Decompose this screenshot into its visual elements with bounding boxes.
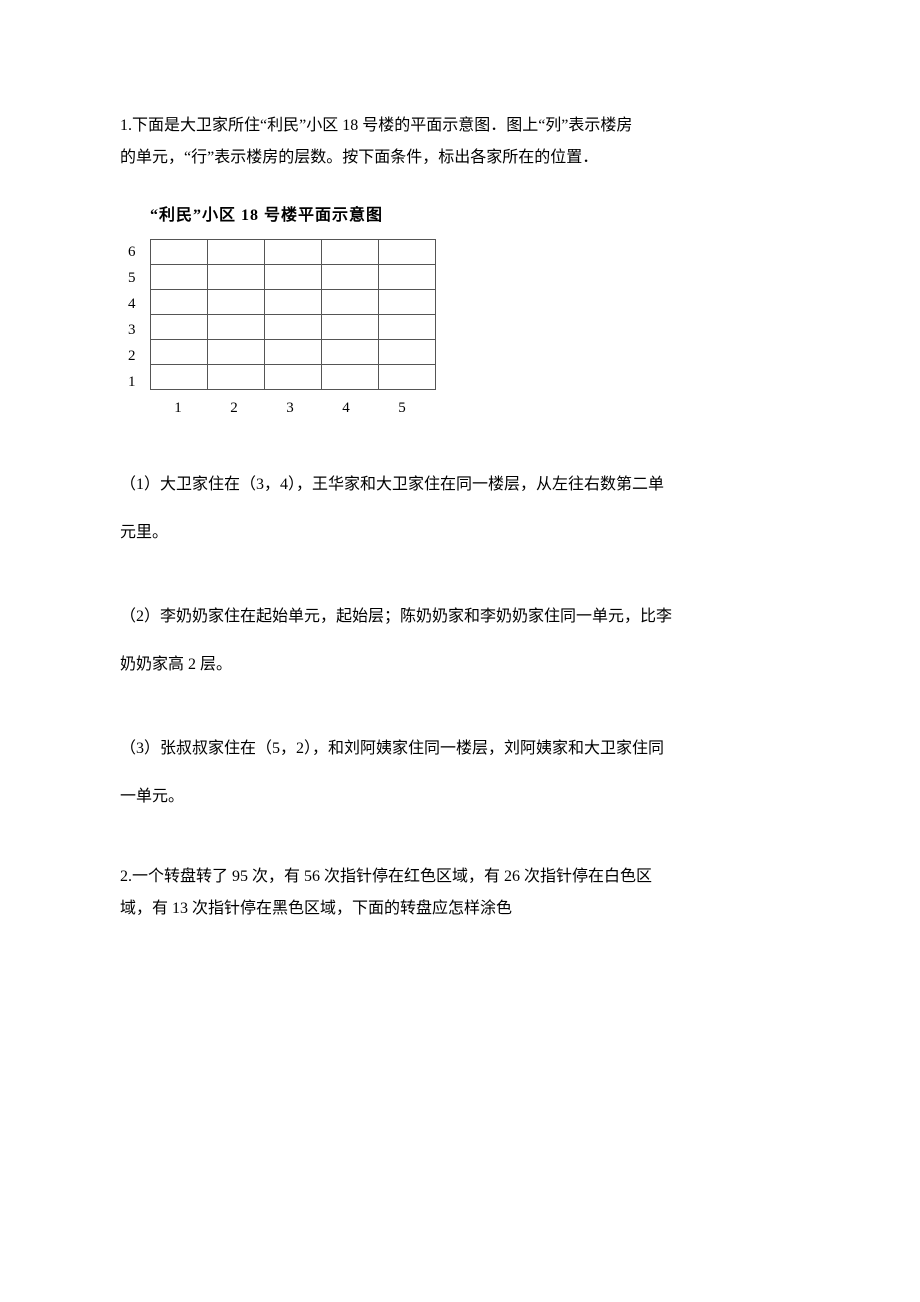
y-label: 1 [128,369,136,395]
q1-sub1-line2: 元里。 [120,524,168,541]
q1-intro-line2: 的单元，“行”表示楼房的层数。按下面条件，标出各家所在的位置． [120,149,598,166]
question-1-sub1: （1）大卫家住在（3，4），王华家和大卫家住在同一楼层，从左往右数第二单 元里。 [120,461,800,557]
y-label: 4 [128,291,136,317]
grid-wrap: 6 5 4 3 2 1 12345 [120,239,800,425]
question-1-intro: 1.下面是大卫家所住“利民”小区 18 号楼的平面示意图．图上“列”表示楼房 的… [120,110,800,174]
q2-line2: 域，有 13 次指针停在黑色区域，下面的转盘应怎样涂色 [120,900,512,917]
x-label: 5 [374,392,430,425]
q1-sub2-line1: （2）李奶奶家住在起始单元，起始层；陈奶奶家和李奶奶家住同一单元，比李 [120,608,672,625]
y-label: 3 [128,317,136,343]
chart-title: “利民”小区 18 号楼平面示意图 [150,198,800,233]
q1-sub2-line2: 奶奶家高 2 层。 [120,656,232,673]
grid-chart: “利民”小区 18 号楼平面示意图 6 5 4 3 2 1 12345 [120,198,800,425]
y-axis-labels: 6 5 4 3 2 1 [128,239,136,395]
q2-line1: 2.一个转盘转了 95 次，有 56 次指针停在红色区域，有 26 次指针停在白… [120,868,652,885]
q1-sub3-line1: （3）张叔叔家住在（5，2），和刘阿姨家住同一楼层，刘阿姨家和大卫家住同 [120,740,664,757]
x-axis-labels: 12345 [150,390,800,425]
y-label: 5 [128,265,136,291]
x-label: 3 [262,392,318,425]
grid-table [150,239,436,390]
x-label: 4 [318,392,374,425]
question-1-sub2: （2）李奶奶家住在起始单元，起始层；陈奶奶家和李奶奶家住同一单元，比李 奶奶家高… [120,593,800,689]
document-page: 1.下面是大卫家所住“利民”小区 18 号楼的平面示意图．图上“列”表示楼房 的… [0,0,920,1302]
y-label: 6 [128,239,136,265]
q1-sub3-line2: 一单元。 [120,788,184,805]
q1-sub1-line1: （1）大卫家住在（3，4），王华家和大卫家住在同一楼层，从左往右数第二单 [120,476,664,493]
question-2: 2.一个转盘转了 95 次，有 56 次指针停在红色区域，有 26 次指针停在白… [120,861,800,925]
x-label: 1 [150,392,206,425]
question-1-sub3: （3）张叔叔家住在（5，2），和刘阿姨家住同一楼层，刘阿姨家和大卫家住同 一单元… [120,725,800,821]
q1-intro-line1: 1.下面是大卫家所住“利民”小区 18 号楼的平面示意图．图上“列”表示楼房 [120,117,632,134]
x-label: 2 [206,392,262,425]
y-label: 2 [128,343,136,369]
